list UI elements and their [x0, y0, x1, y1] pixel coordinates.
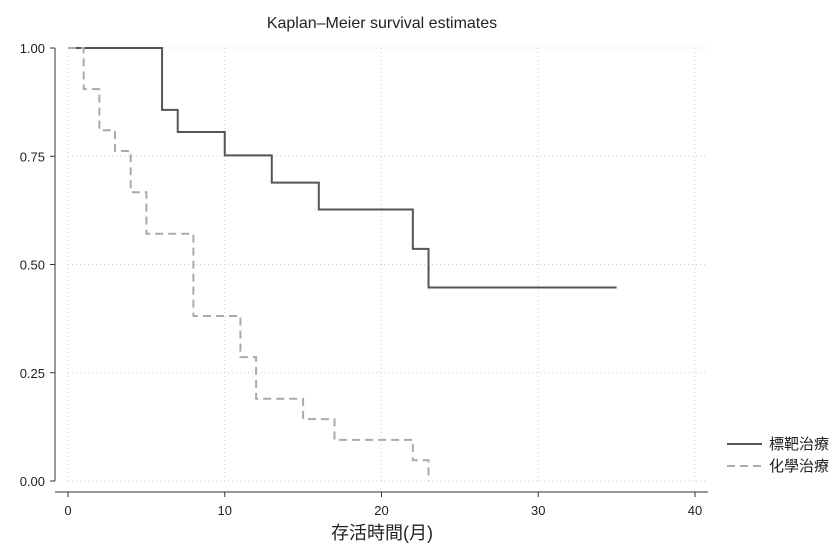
survival-curve-targeted [68, 47, 617, 289]
survival-curves [68, 47, 617, 481]
legend-label-chemo: 化學治療 [769, 457, 829, 475]
x-axis-label: 存活時間(月) [331, 523, 433, 543]
x-tick-label: 40 [688, 503, 702, 518]
y-tick-label: 1.00 [20, 41, 45, 56]
x-tick-label: 20 [374, 503, 388, 518]
y-tick-label: 0.75 [20, 149, 45, 164]
x-tick-label: 10 [218, 503, 232, 518]
y-tick-label: 0.50 [20, 258, 45, 273]
x-tick-label: 0 [64, 503, 71, 518]
chart-title: Kaplan–Meier survival estimates [267, 15, 497, 32]
y-axis-ticks: 0.00 0.25 0.50 0.75 1.00 [20, 41, 55, 489]
survival-curve-chemo [68, 47, 430, 481]
legend: 標靶治療 化學治療 [727, 436, 829, 475]
x-tick-label: 30 [531, 503, 545, 518]
grid-lines [67, 47, 708, 482]
y-tick-label: 0.25 [20, 366, 45, 381]
legend-label-targeted: 標靶治療 [769, 436, 829, 453]
y-tick-label: 0.00 [20, 474, 45, 489]
x-axis-ticks: 0 10 20 30 40 [64, 492, 702, 518]
